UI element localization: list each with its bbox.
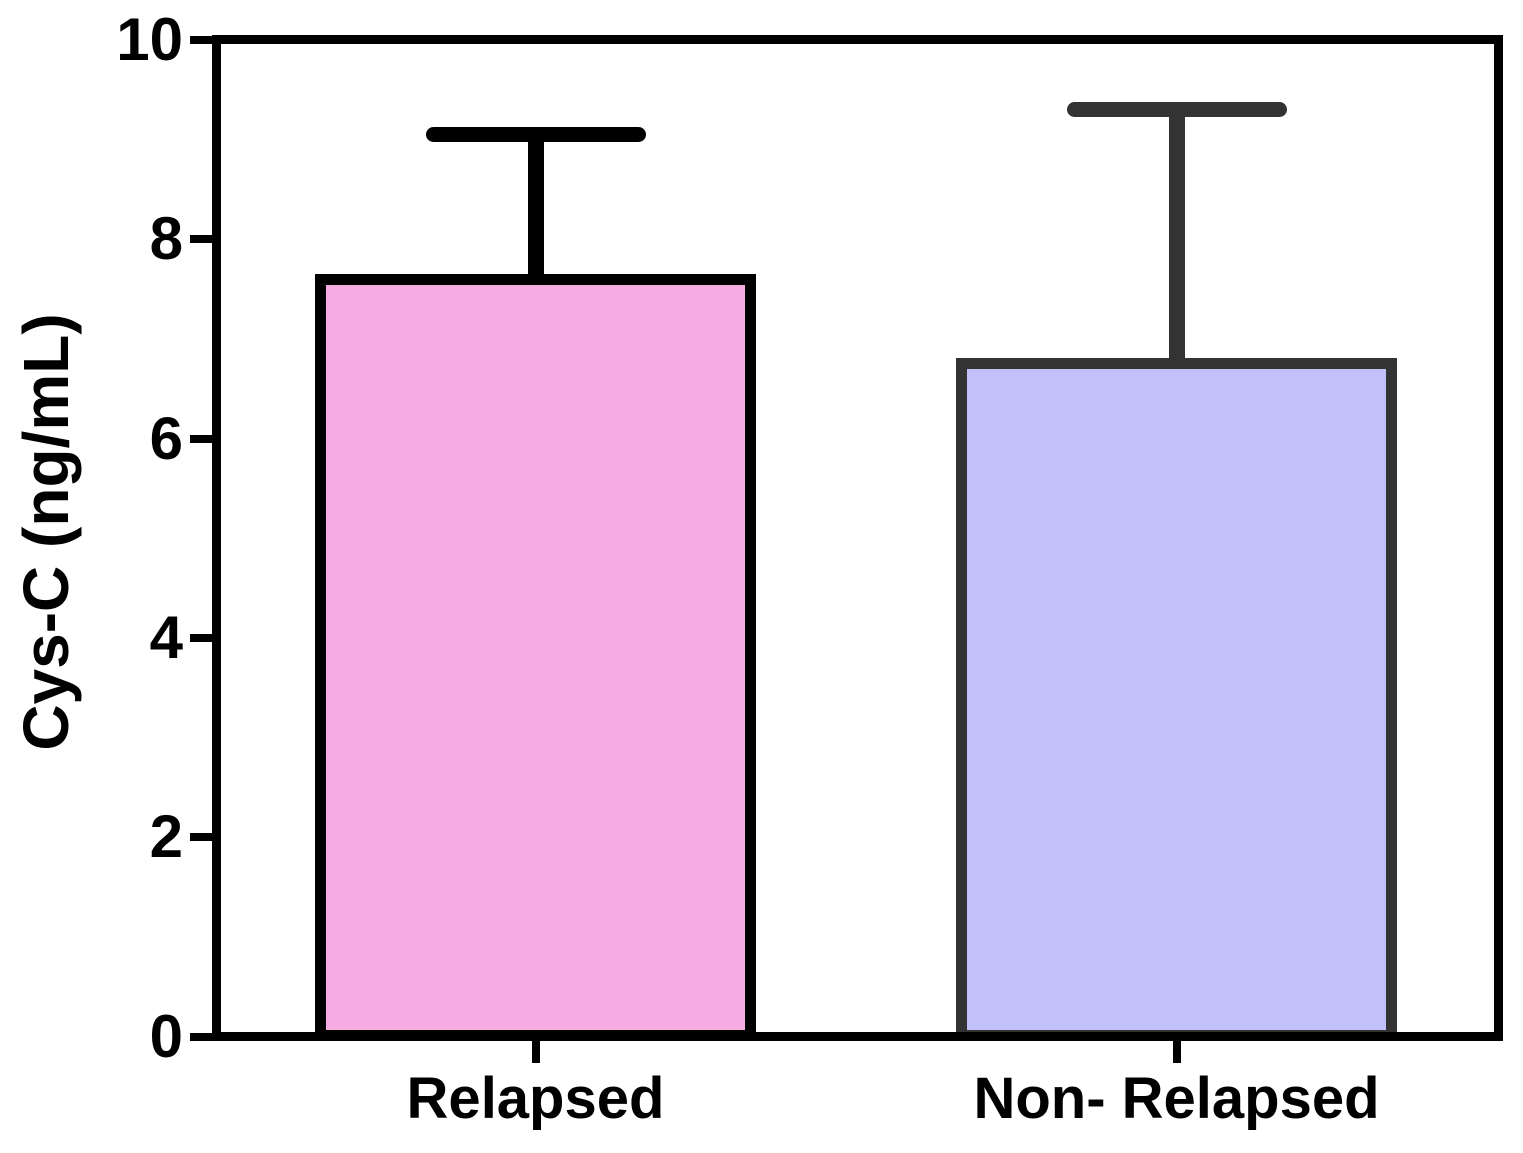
- bar-1: [315, 273, 756, 1041]
- y-axis-tick-label: 6: [149, 404, 183, 472]
- error-bar-cap: [425, 127, 646, 143]
- y-axis-tick: [190, 1032, 213, 1041]
- error-bar-cap: [1066, 102, 1287, 118]
- y-axis-tick-label: 8: [149, 205, 183, 273]
- y-axis-tick-label: 2: [149, 803, 183, 871]
- x-axis-tick: [531, 1041, 540, 1063]
- x-axis-tick: [1172, 1041, 1181, 1063]
- error-bar-stem: [1168, 109, 1185, 372]
- y-axis-tick: [190, 434, 213, 443]
- y-axis-tick: [190, 633, 213, 642]
- y-axis-tick: [190, 36, 213, 44]
- y-axis-tick-label: 10: [116, 6, 183, 73]
- bar-2: [956, 358, 1397, 1041]
- y-axis-title: Cys-C (ng/mL): [10, 313, 82, 751]
- x-axis-label: Non- Relapsed: [973, 1066, 1380, 1131]
- error-bar-stem: [527, 134, 544, 288]
- y-axis-tick: [190, 235, 213, 244]
- y-axis-tick: [190, 833, 213, 842]
- y-axis-tick-label: 0: [149, 1002, 183, 1070]
- y-axis-tick-label: 4: [149, 603, 183, 671]
- x-axis-label: Relapsed: [406, 1066, 665, 1131]
